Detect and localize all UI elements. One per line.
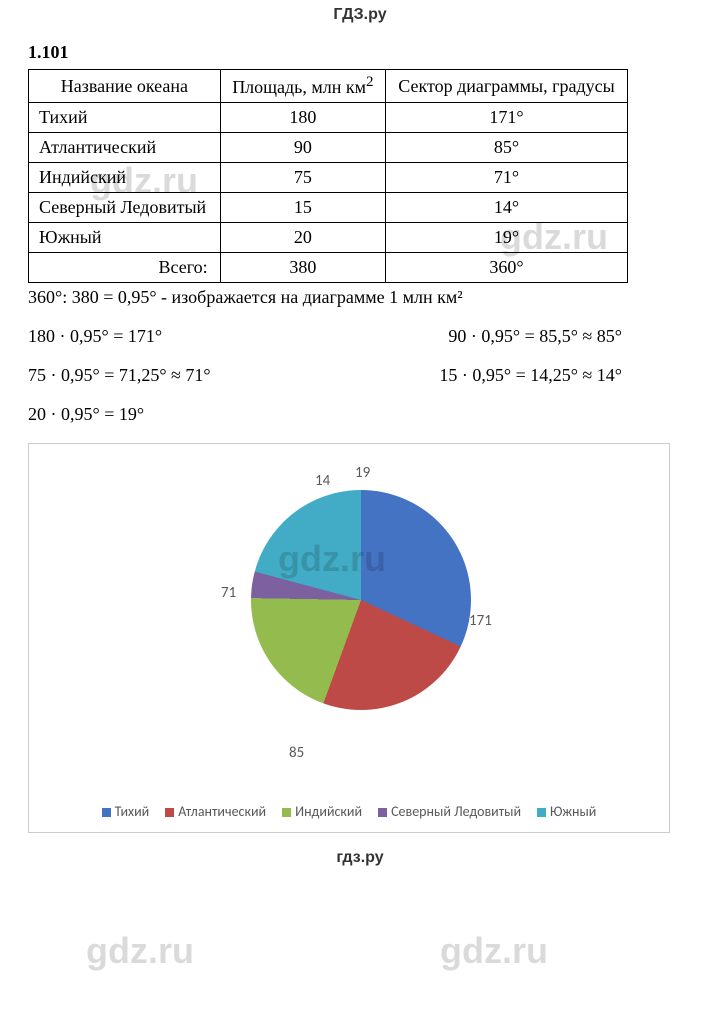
legend-label: Индийский [295, 803, 362, 820]
row-area: 20 [220, 223, 385, 253]
legend-swatch [378, 808, 387, 817]
row-area: 75 [220, 163, 385, 193]
row-area: 180 [220, 103, 385, 133]
calc-1-left: 180 · 0,95° = 171° [28, 326, 162, 347]
watermark: gdz.ru [440, 930, 548, 972]
legend-item: Южный [537, 803, 596, 820]
row-area: 90 [220, 133, 385, 163]
slice-label: 171 [469, 612, 492, 630]
row-name: Индийский [29, 163, 221, 193]
calc-last: 20 · 0,95° = 19° [28, 404, 692, 425]
legend-label: Южный [550, 803, 596, 820]
row-name: Северный Ледовитый [29, 193, 221, 223]
row-sector: 171° [386, 103, 628, 133]
table-row: Тихий180171° [29, 103, 628, 133]
row-sector: 85° [386, 133, 628, 163]
pie-disk [251, 490, 471, 710]
row-sector: 14° [386, 193, 628, 223]
th-name: Название океана [29, 70, 221, 103]
slice-label: 71 [221, 584, 236, 602]
row-name: Южный [29, 223, 221, 253]
total-label: Всего: [29, 253, 221, 283]
legend-swatch [537, 808, 546, 817]
table-row: Индийский7571° [29, 163, 628, 193]
legend-swatch [102, 808, 111, 817]
row-sector: 71° [386, 163, 628, 193]
row-name: Атлантический [29, 133, 221, 163]
legend-item: Атлантический [165, 803, 266, 820]
row-name: Тихий [29, 103, 221, 133]
total-area: 380 [220, 253, 385, 283]
total-sector: 360° [386, 253, 628, 283]
legend-item: Северный Ледовитый [378, 803, 521, 820]
slice-label: 85 [289, 744, 304, 762]
legend-item: Тихий [102, 803, 150, 820]
legend-label: Северный Ледовитый [391, 803, 521, 820]
calc-2-left: 75 · 0,95° = 71,25° ≈ 71° [28, 365, 211, 386]
pie-wrap [251, 490, 471, 710]
table-row: Атлантический9085° [29, 133, 628, 163]
th-area: Площадь, млн км2 [220, 70, 385, 103]
calc-2-right: 15 · 0,95° = 14,25° ≈ 14° [439, 365, 622, 386]
legend-swatch [282, 808, 291, 817]
calc-line-1: 360°: 380 = 0,95° - изображается на диаг… [28, 287, 692, 308]
watermark: gdz.ru [86, 930, 194, 972]
slice-label: 14 [315, 472, 330, 490]
legend-swatch [165, 808, 174, 817]
table-row: Южный2019° [29, 223, 628, 253]
legend-label: Атлантический [178, 803, 266, 820]
problem-number: 1.101 [28, 42, 692, 63]
th-sector: Сектор диаграммы, градусы [386, 70, 628, 103]
pie-chart: Тихий Атлантический Индийский Северный Ледо… [28, 443, 670, 833]
table-row: Северный Ледовитый1514° [29, 193, 628, 223]
row-sector: 19° [386, 223, 628, 253]
row-area: 15 [220, 193, 385, 223]
page-content: 1.101 Название океана Площадь, млн км2 С… [0, 26, 720, 843]
calc-1-right: 90 · 0,95° = 85,5° ≈ 85° [448, 326, 622, 347]
site-header: ГДЗ.ру [0, 0, 720, 26]
ocean-table: Название океана Площадь, млн км2 Сектор … [28, 69, 628, 283]
legend: Тихий Атлантический Индийский Северный Ледо… [29, 803, 669, 820]
calc-pair-1: 180 · 0,95° = 171° 90 · 0,95° = 85,5° ≈ … [28, 326, 692, 347]
slice-label: 19 [355, 464, 370, 482]
calc-pair-2: 75 · 0,95° = 71,25° ≈ 71° 15 · 0,95° = 1… [28, 365, 692, 386]
legend-label: Тихий [115, 803, 150, 820]
site-footer: гдз.ру [0, 843, 720, 875]
legend-item: Индийский [282, 803, 362, 820]
